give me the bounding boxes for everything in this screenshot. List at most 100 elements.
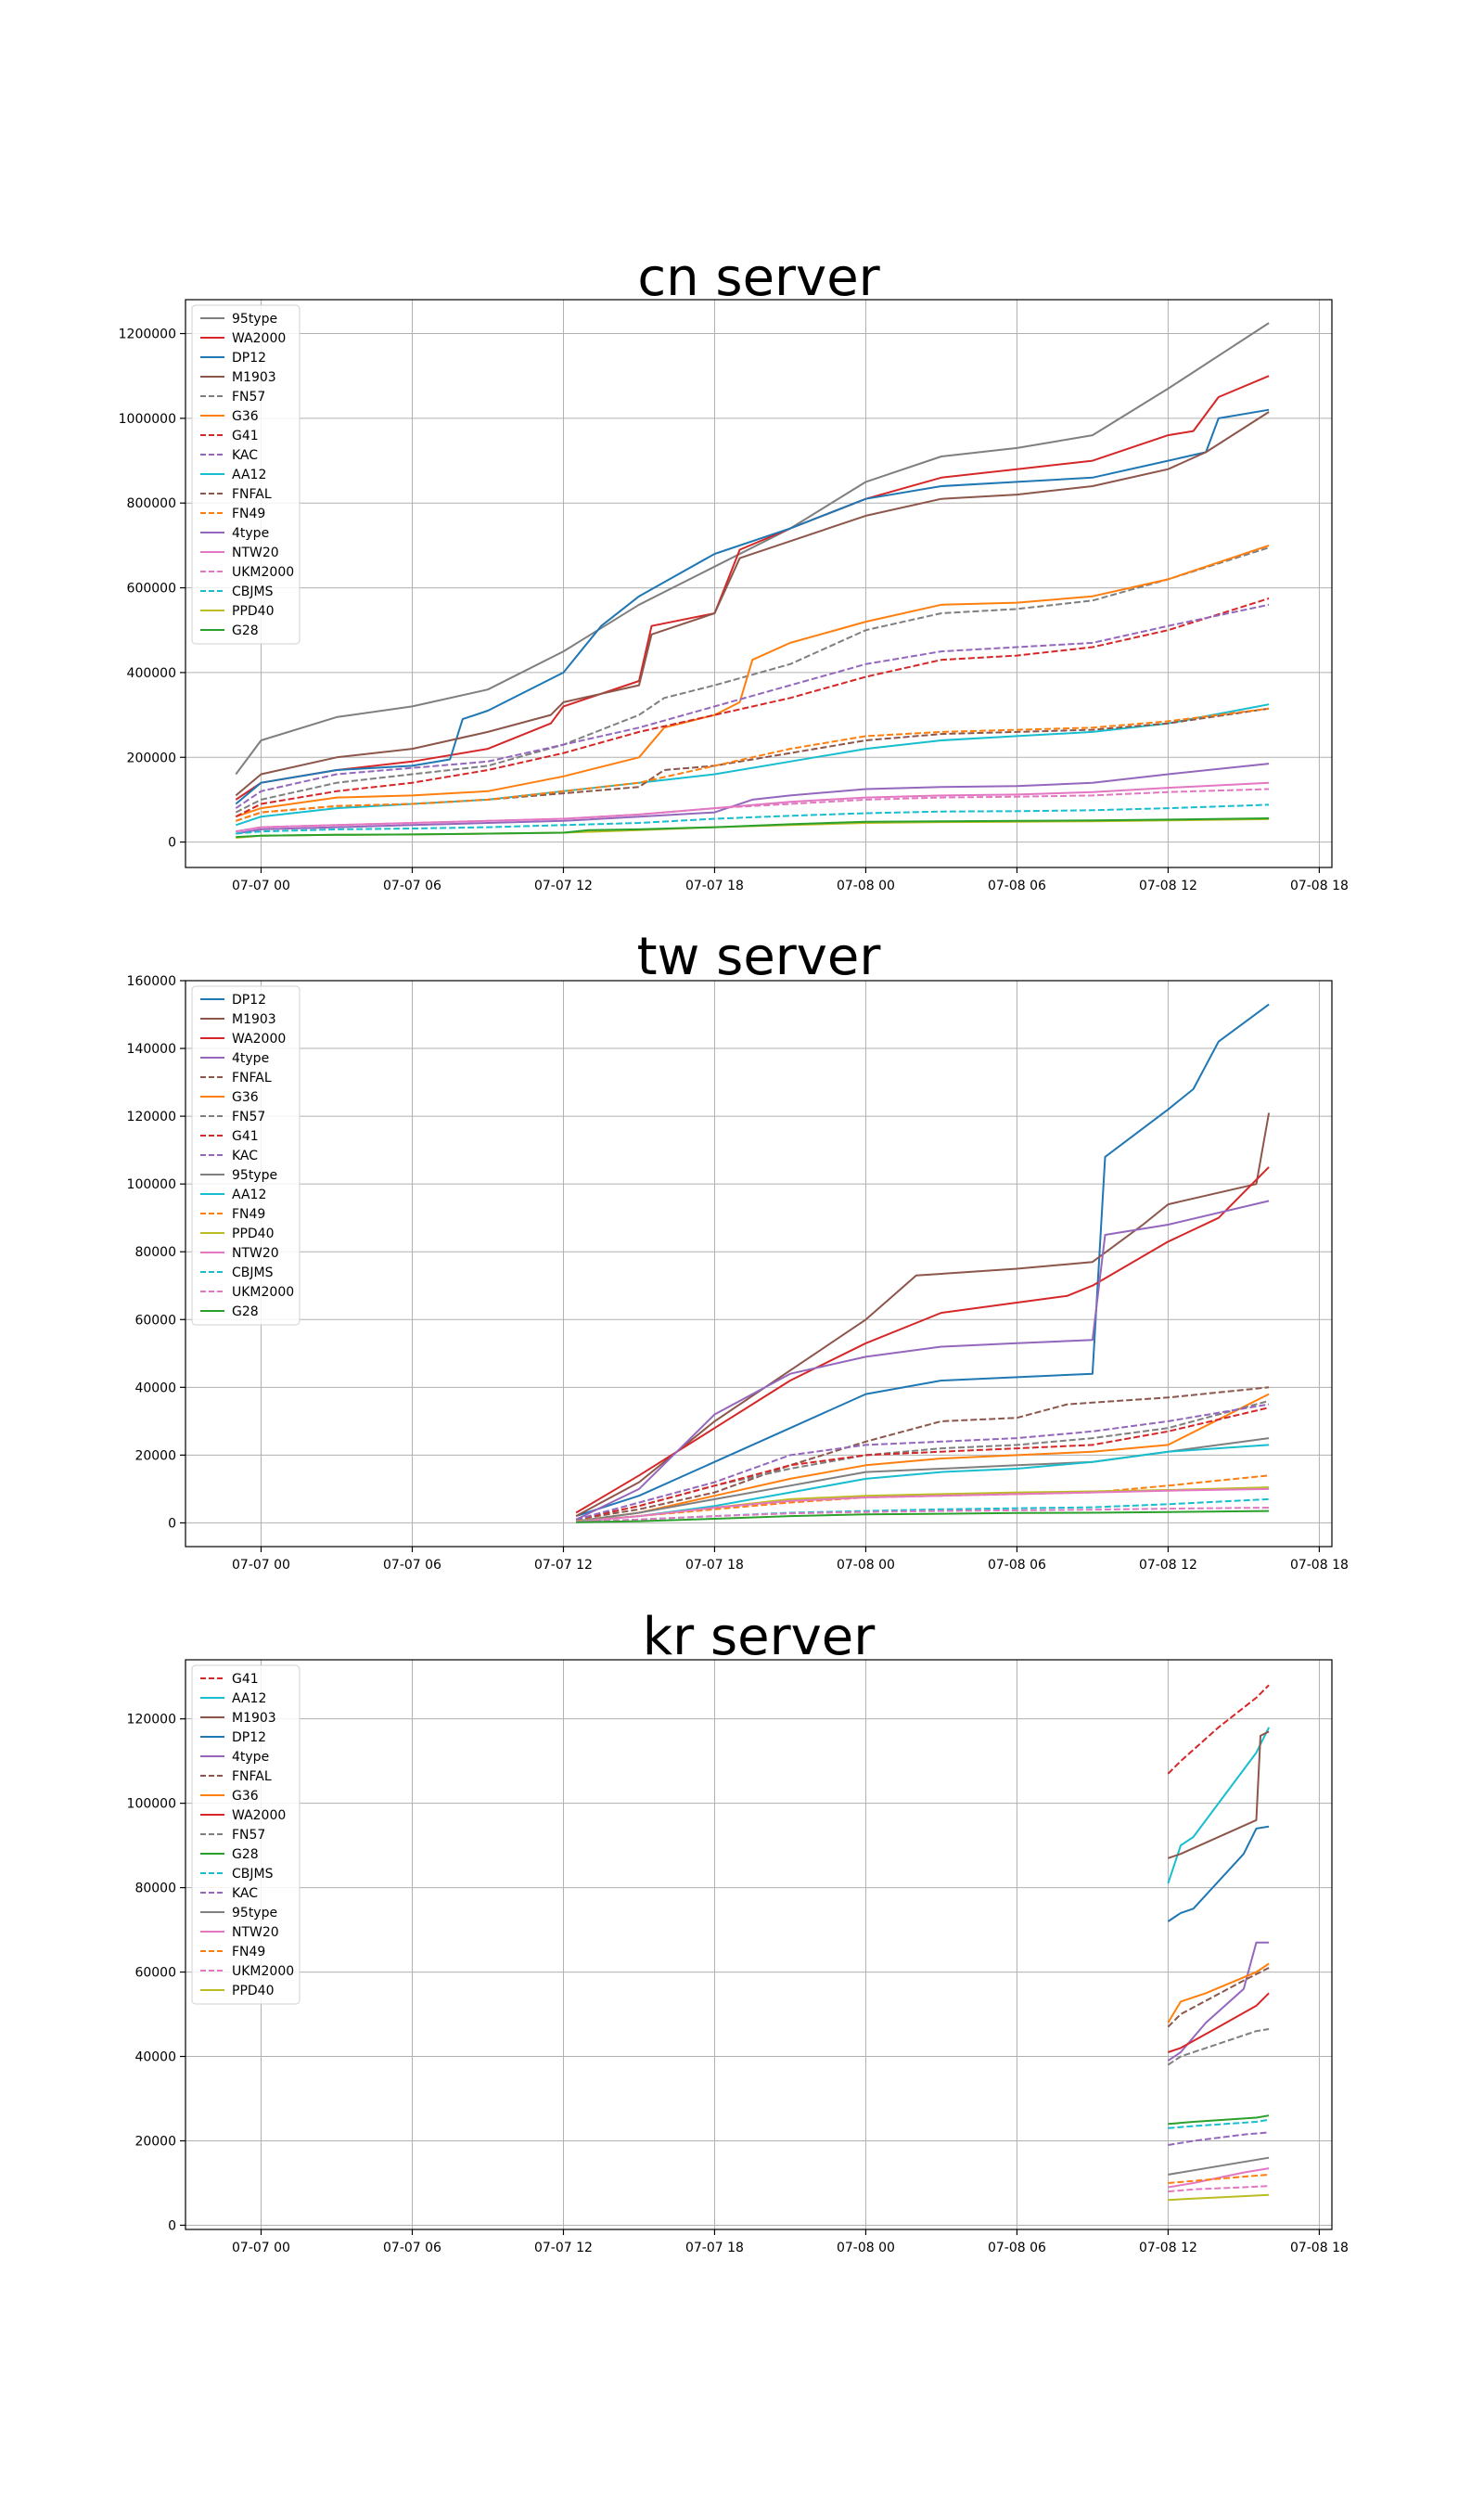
x-tick-label: 07-07 12 (534, 879, 593, 893)
series-line-g28 (1168, 2114, 1270, 2126)
legend-label: 4type (232, 1051, 269, 1066)
series-line-ukm2000 (1168, 2185, 1270, 2193)
y-tick-label: 40000 (134, 1381, 176, 1395)
series-line-g28 (236, 817, 1270, 839)
series-line-g28 (576, 1509, 1270, 1523)
y-tick-label: 200000 (127, 751, 176, 765)
x-tick-label: 07-07 18 (685, 1558, 744, 1573)
legend-label: G28 (232, 623, 259, 638)
x-tick-label: 07-08 00 (837, 879, 895, 893)
series-line-kac (235, 603, 1270, 809)
legend-label: G36 (232, 1090, 259, 1105)
x-tick-label: 07-07 12 (534, 1558, 593, 1573)
series-line-fnfal (575, 1386, 1270, 1521)
tw-server-chart: tw server 07-07 00 07-07 06 07-07 12 07-07 … (127, 927, 1349, 1573)
series-line-ppd40 (1168, 2193, 1270, 2202)
legend-label: M1903 (232, 370, 276, 385)
series-line-ntw20 (1168, 2167, 1270, 2189)
chart-title: tw server (637, 927, 882, 987)
legend-label: G36 (232, 1789, 259, 1804)
legend-label: FN57 (232, 390, 265, 405)
series-line-g41 (235, 597, 1270, 818)
legend-label: G28 (232, 1847, 259, 1862)
legend-label: DP12 (232, 1730, 266, 1745)
legend-label: 95type (232, 312, 277, 327)
x-tick-label: 07-07 18 (685, 2241, 744, 2255)
y-tick-label: 400000 (127, 666, 176, 681)
series-line-fn57 (235, 546, 1270, 814)
series-line-kac (575, 1403, 1270, 1521)
legend-label: UKM2000 (232, 1285, 294, 1300)
y-tick-label: 40000 (134, 2050, 176, 2065)
series-group (235, 322, 1270, 839)
series-line-g41 (575, 1407, 1270, 1521)
y-tick-label: 160000 (127, 974, 176, 989)
series-line-aa12 (235, 703, 1270, 827)
series-line-ukm2000 (236, 788, 1270, 833)
series-line-dp12 (575, 1003, 1270, 1518)
x-tick-label: 07-08 06 (988, 1558, 1046, 1573)
legend-box (191, 1664, 301, 2005)
x-tick-label: 07-07 12 (534, 2241, 593, 2255)
y-tick-label: 1000000 (119, 412, 176, 427)
series-line-ntw20 (236, 781, 1270, 833)
chart-title: kr server (643, 1607, 876, 1667)
series-line-m1903 (575, 1112, 1271, 1517)
legend-label: G41 (232, 1672, 259, 1687)
grid (186, 1660, 1332, 2229)
series-line-95type (1168, 2156, 1270, 2176)
series-line-m1903 (235, 411, 1270, 797)
y-tick-label: 120000 (127, 1713, 176, 1728)
legend-label: G41 (232, 1129, 259, 1144)
series-line-4type (1167, 1941, 1270, 2062)
grid (186, 980, 1332, 1547)
y-tick-label: 1200000 (119, 328, 176, 342)
chart-title: cn server (637, 248, 880, 308)
series-line-fn49 (1168, 2173, 1270, 2184)
legend-label: KAC (232, 1886, 258, 1901)
legend-label: 95type (232, 1906, 277, 1920)
y-tick-label: 60000 (134, 1966, 176, 1981)
legend-label: G28 (232, 1304, 259, 1319)
series-line-aa12 (1167, 1727, 1270, 1884)
x-tick-label: 07-08 00 (837, 2241, 895, 2255)
y-tick-label: 120000 (127, 1110, 176, 1124)
series-line-wa2000 (1168, 1992, 1270, 2053)
plot-frame (185, 299, 1333, 868)
x-tick-label: 07-07 06 (383, 1558, 441, 1573)
legend-label: M1903 (232, 1711, 276, 1726)
x-tick-label: 07-07 06 (383, 879, 441, 893)
y-tick-label: 80000 (134, 1882, 176, 1896)
x-tick-label: 07-08 12 (1139, 1558, 1197, 1573)
series-group (575, 1003, 1271, 1523)
grid (186, 300, 1332, 867)
legend-label: G36 (232, 409, 259, 424)
series-line-g36 (575, 1393, 1270, 1522)
legend-label: M1903 (232, 1012, 276, 1027)
x-tick-label: 07-07 00 (232, 2241, 290, 2255)
y-tick-label: 140000 (127, 1042, 176, 1057)
x-tick-label: 07-08 06 (988, 2241, 1046, 2255)
y-tick-label: 0 (168, 1516, 176, 1531)
x-tick-label: 07-07 00 (232, 1558, 290, 1573)
x-tick-label: 07-08 06 (988, 879, 1046, 893)
legend-label: KAC (232, 448, 258, 463)
series-group (1167, 1684, 1270, 2202)
series-line-fn57 (1167, 2028, 1270, 2066)
legend: 95type WA2000 DP12 M1903 FN57 G36 G41 KAC AA12 FN… (191, 304, 301, 645)
y-tick-label: 0 (168, 836, 176, 851)
legend-label: WA2000 (232, 331, 286, 346)
series-line-fnfal (1167, 1967, 1270, 2028)
series-line-dp12 (235, 408, 1270, 805)
legend-label: NTW20 (232, 1246, 279, 1261)
series-line-fn49 (235, 707, 1270, 822)
cn-server-chart: cn server 07-07 00 07-07 06 07-07 12 07-07 … (119, 248, 1349, 893)
legend-label: FNFAL (232, 487, 272, 502)
x-tick-label: 07-08 12 (1139, 879, 1197, 893)
legend-label: CBJMS (232, 1265, 274, 1280)
series-line-wa2000 (235, 375, 1270, 801)
series-line-cbjms (236, 803, 1270, 835)
plot-frame (185, 980, 1333, 1548)
series-line-g41 (1167, 1684, 1270, 1775)
